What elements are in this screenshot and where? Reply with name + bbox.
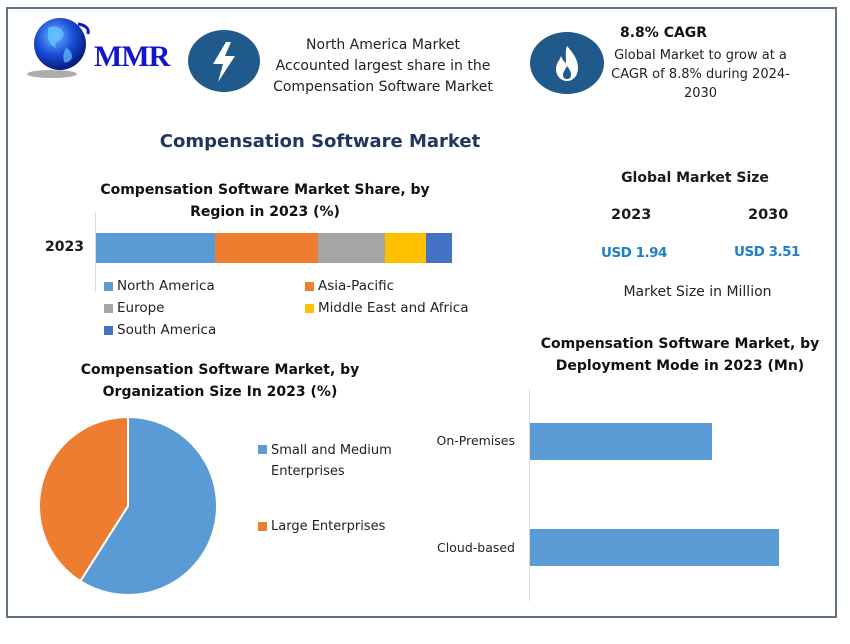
north-america-info: North America Market Accounted largest s… (268, 35, 498, 98)
title-line: Region in 2023 (%) (190, 204, 340, 220)
mmr-logo: MMR (22, 14, 172, 80)
cagr-description: Global Market to grow at a CAGR of 8.8% … (608, 46, 793, 103)
region-category-label: 2023 (45, 239, 84, 255)
legend-europe: Europe (104, 300, 164, 316)
flame-icon (530, 32, 604, 94)
region-stacked-bar (96, 233, 452, 263)
global-market-size-title: Global Market Size (621, 170, 769, 186)
info-line: North America Market (306, 37, 460, 53)
region-axis (95, 212, 96, 292)
legend-large-enterprises: Large Enterprises (258, 519, 385, 534)
pie-slice-large-enterprises (38, 415, 129, 583)
bar-cloud-based (530, 529, 779, 566)
deployment-chart-title: Compensation Software Market, by Deploym… (530, 333, 830, 377)
year-2023: 2023 (611, 207, 652, 223)
year-2030: 2030 (748, 207, 789, 223)
title-line: Organization Size In 2023 (%) (102, 384, 338, 400)
pie-slice-small-and-medium-enterprises (78, 415, 218, 596)
title-line: Compensation Software Market, by (80, 362, 360, 378)
org-pie-chart (38, 415, 218, 596)
legend-sme: Small and Medium Enterprises (258, 440, 392, 482)
segment-south-america (425, 233, 452, 263)
page-title: Compensation Software Market (159, 131, 481, 152)
segment-europe (318, 233, 385, 263)
info-line: Compensation Software Market (273, 79, 493, 95)
region-chart-title: Compensation Software Market Share, by R… (80, 179, 450, 223)
cagr-title: 8.8% CAGR (620, 25, 708, 41)
value-2030: USD 3.51 (734, 244, 800, 260)
segment-north-america (96, 233, 216, 263)
legend-north-america: North America (104, 278, 215, 294)
deployment-axis (529, 389, 530, 601)
legend-asia-pacific: Asia-Pacific (305, 278, 394, 294)
legend-middle-east-africa: Middle East and Africa (305, 300, 469, 316)
label-on-premises: On-Premises (436, 433, 515, 448)
title-line: Compensation Software Market Share, by (100, 182, 430, 198)
segment-asia-pacific (215, 233, 318, 263)
cagr-line: 2030 (683, 86, 718, 101)
cagr-line: Global Market to grow at a (614, 48, 787, 63)
label-cloud-based: Cloud-based (437, 540, 515, 555)
logo-text: MMR (94, 40, 170, 73)
bar-on-premises (530, 423, 713, 460)
title-line: Deployment Mode in 2023 (Mn) (555, 358, 805, 374)
cagr-line: CAGR of 8.8% during 2024- (611, 67, 790, 82)
info-line: Accounted largest share in the (275, 58, 491, 74)
legend-south-america: South America (104, 322, 216, 338)
market-size-note: Market Size in Million (623, 284, 772, 300)
value-2023: USD 1.94 (601, 245, 667, 261)
title-line: Compensation Software Market, by (540, 336, 820, 352)
segment-middle-east-and-africa (384, 233, 426, 263)
lightning-icon (188, 30, 260, 92)
globe-icon (27, 18, 90, 78)
org-chart-title: Compensation Software Market, by Organiz… (55, 359, 385, 403)
